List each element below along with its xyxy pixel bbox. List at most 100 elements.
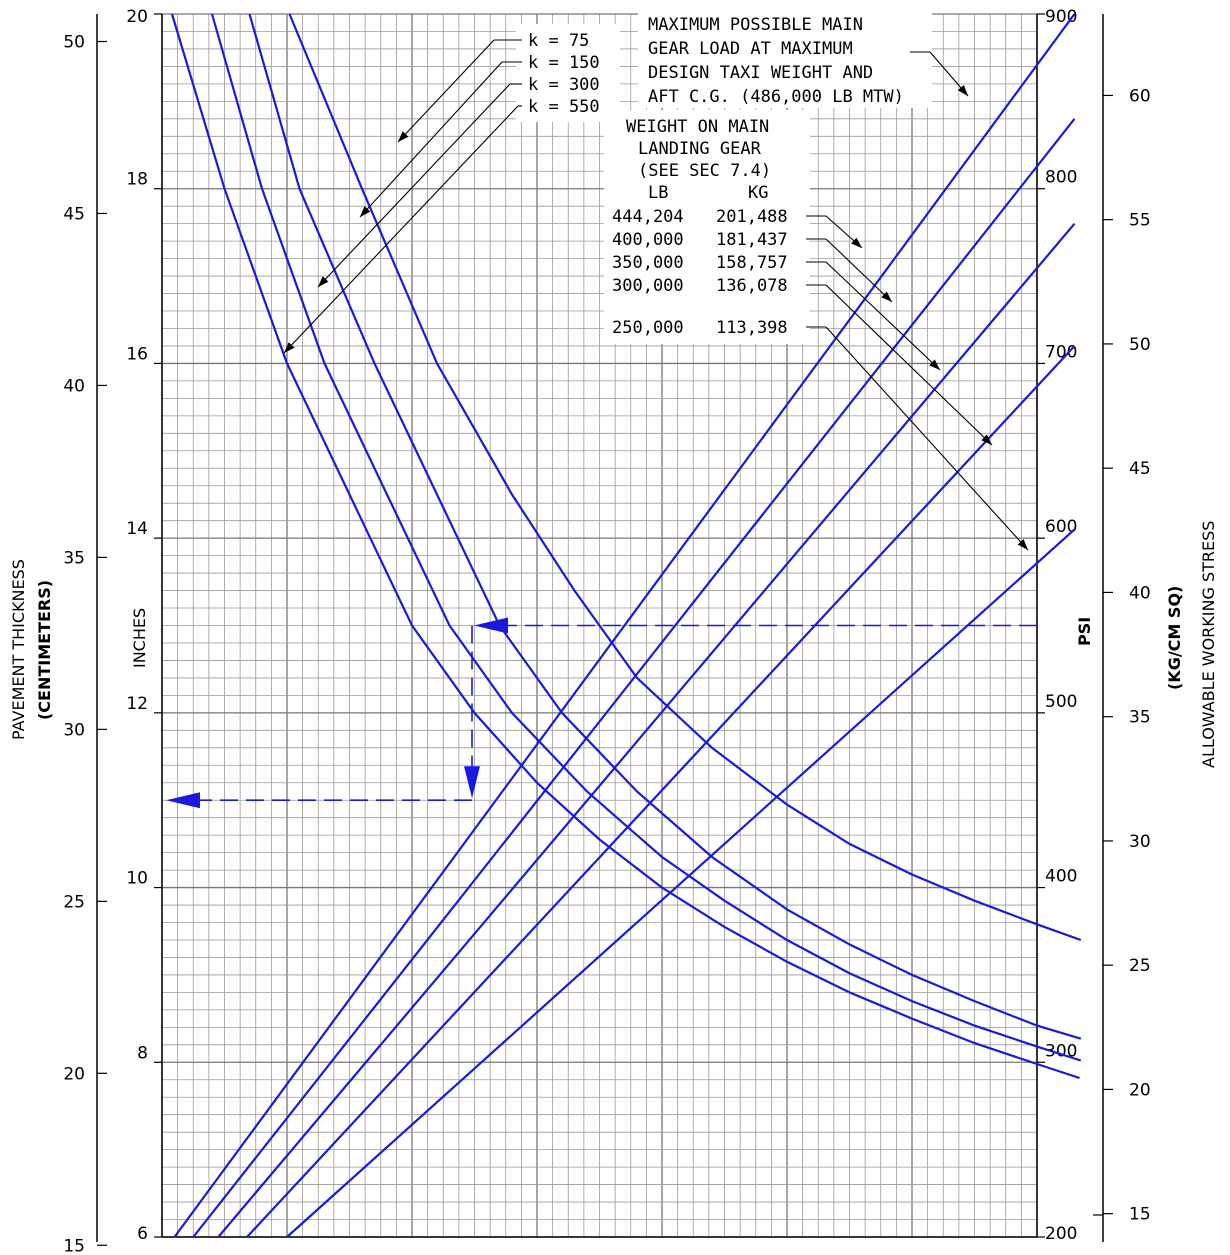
- example-arrow-down: [464, 766, 480, 799]
- weight-row-3-lb: 350,000: [612, 253, 684, 273]
- k-leader-3-head: [318, 276, 329, 287]
- cm-tick-label: 25: [63, 892, 85, 912]
- kg-tick-label: 50: [1129, 335, 1151, 355]
- weight-leader-5: [825, 326, 1029, 551]
- inches-tick-label: 6: [137, 1224, 148, 1244]
- cm-tick-label: 30: [63, 720, 85, 740]
- kg-tick-label: 25: [1129, 956, 1151, 976]
- weight-leader-2: [825, 238, 893, 303]
- kg-tick-label: 30: [1129, 832, 1151, 852]
- weight-leader-2-head: [881, 291, 892, 302]
- cm-tick-label: 40: [63, 376, 85, 396]
- k-leader-1: [397, 39, 495, 143]
- weight-col-lb: LB: [648, 183, 668, 203]
- k-label-75: k = 75: [528, 31, 589, 51]
- cm-tick-label: 20: [63, 1064, 85, 1084]
- inches-tick-label: 20: [126, 7, 148, 27]
- psi-tick-label: 500: [1045, 692, 1077, 712]
- example-arrow-left-top: [474, 617, 508, 634]
- cm-tick-label: 15: [63, 1236, 85, 1255]
- max-load-note-line-3: DESIGN TAXI WEIGHT AND: [648, 63, 873, 83]
- weight-row-2-lb: 400,000: [612, 230, 684, 250]
- inches-tick-label: 10: [126, 869, 148, 889]
- kg-tick-label: 35: [1129, 708, 1151, 728]
- psi-tick-label: 700: [1045, 342, 1077, 362]
- chart-axes: 6810121416182020030040050060070080090015…: [63, 7, 1150, 1255]
- inches-tick-label: 18: [126, 170, 148, 190]
- inches-tick-label: 16: [126, 344, 148, 364]
- weight-col-kg: KG: [748, 183, 768, 203]
- k-label-300: k = 300: [528, 75, 600, 95]
- weight-row-4-kg: 136,078: [716, 276, 788, 296]
- weight-header-1: WEIGHT ON MAIN: [626, 117, 769, 137]
- weight-row-2-kg: 181,437: [716, 230, 788, 250]
- k-leader-4-head: [284, 342, 295, 353]
- right-axis-title-1: ALLOWABLE WORKING STRESS: [1199, 521, 1218, 768]
- cm-tick-label: 50: [63, 33, 85, 53]
- psi-tick-label: 800: [1045, 168, 1077, 188]
- inches-tick-label: 14: [126, 519, 148, 539]
- example-arrow-left-bottom: [166, 792, 200, 809]
- x-axis-psi-title: PSI: [1075, 617, 1094, 646]
- chart-grid: [161, 13, 1038, 1238]
- right-axis-title-2: (KG/CM SQ): [1165, 586, 1184, 690]
- weight-row-1-kg: 201,488: [716, 207, 788, 227]
- left-axis-title-2: (CENTIMETERS): [35, 580, 54, 720]
- kg-tick-label: 40: [1129, 583, 1151, 603]
- weight-leader-4-head: [981, 434, 992, 445]
- weight-table-box: [604, 110, 810, 344]
- weight-row-5-kg: 113,398: [716, 318, 788, 338]
- leader-arrows: [283, 39, 1029, 551]
- k-label-box: [516, 24, 620, 122]
- max-load-note-line-1: MAXIMUM POSSIBLE MAIN: [648, 15, 863, 35]
- k-leader-2-head: [360, 206, 371, 217]
- kg-tick-label: 15: [1129, 1205, 1151, 1225]
- annotation-labels: k = 75 k = 150 k = 300 k = 550 MAXIMUM P…: [516, 8, 932, 344]
- max-load-note-line-2: GEAR LOAD AT MAXIMUM: [648, 39, 853, 59]
- y-axis-inches-title: INCHES: [130, 608, 149, 668]
- max-load-note-box: [638, 8, 932, 108]
- kg-tick-label: 45: [1129, 459, 1151, 479]
- psi-tick-label: 400: [1045, 867, 1077, 887]
- k-leader-1-head: [398, 131, 409, 142]
- psi-tick-label: 600: [1045, 517, 1077, 537]
- k-curve-3: [248, 13, 1082, 1040]
- k-curve-4: [288, 13, 1082, 942]
- load-line-3: [217, 222, 1076, 1238]
- weight-row-3-kg: 158,757: [716, 253, 788, 273]
- k-leader-4: [283, 105, 519, 354]
- max-load-note-line-4: AFT C.G. (486,000 LB MTW): [648, 87, 904, 107]
- inches-tick-label: 8: [137, 1043, 148, 1063]
- example-path: [166, 617, 1037, 809]
- load-line-2: [246, 345, 1076, 1238]
- weight-leader-5-head: [1017, 539, 1028, 550]
- load-line-5: [173, 13, 1076, 1238]
- weight-header-2: LANDING GEAR: [638, 139, 762, 159]
- kg-tick-label: 55: [1129, 211, 1151, 231]
- weight-leader-3-head: [929, 359, 940, 370]
- inches-tick-label: 12: [126, 694, 148, 714]
- gear-load-lines: [173, 13, 1076, 1238]
- weight-header-3: (SEE SEC 7.4): [638, 161, 771, 181]
- cm-tick-label: 35: [63, 548, 85, 568]
- weight-row-1-lb: 444,204: [612, 207, 684, 227]
- weight-leader-3: [825, 261, 941, 371]
- weight-leader-4: [825, 284, 993, 446]
- weight-row-5-lb: 250,000: [612, 318, 684, 338]
- max-load-leader-head: [957, 85, 968, 96]
- cm-tick-label: 45: [63, 204, 85, 224]
- k-label-550: k = 550: [528, 97, 600, 117]
- subgrade-k-curves: [170, 13, 1082, 1080]
- k-leader-2: [359, 61, 503, 218]
- k-leader-3: [317, 83, 511, 288]
- k-label-150: k = 150: [528, 53, 600, 73]
- left-axis-title-1: PAVEMENT THICKNESS: [9, 559, 28, 740]
- load-line-4: [192, 118, 1076, 1238]
- kg-tick-label: 20: [1129, 1080, 1151, 1100]
- kg-tick-label: 60: [1129, 86, 1151, 106]
- k-curve-2: [210, 13, 1082, 1062]
- weight-row-4-lb: 300,000: [612, 276, 684, 296]
- k-curve-1: [170, 13, 1080, 1080]
- load-line-1: [286, 528, 1076, 1238]
